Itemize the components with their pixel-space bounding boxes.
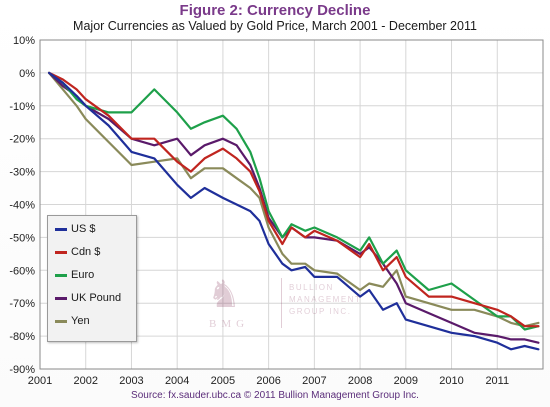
y-tick-label: -80% — [9, 331, 35, 343]
legend-item-cad: Cdn $ — [55, 244, 100, 260]
y-tick-label: -70% — [9, 298, 35, 310]
chart-legend: US $ Cdn $ Euro UK Pound Yen — [47, 215, 137, 342]
griffin-logo-icon: ♞ — [207, 274, 242, 316]
x-tick-label: 2009 — [394, 375, 418, 387]
y-tick-label: -40% — [9, 200, 35, 212]
company-watermark: ♞ BMG BULLION MANAGEMENT GROUP INC. — [205, 272, 380, 334]
legend-swatch-gbp — [55, 296, 67, 300]
x-tick-label: 2002 — [73, 375, 97, 387]
legend-swatch-yen — [55, 319, 67, 323]
x-tick-label: 2005 — [211, 375, 235, 387]
series-line-cad — [47, 71, 540, 328]
series-line-euro — [47, 71, 540, 331]
legend-item-gbp: UK Pound — [55, 290, 121, 306]
series-line-usd — [47, 71, 540, 351]
x-tick-label: 2008 — [348, 375, 372, 387]
x-tick-label: 2011 — [485, 375, 509, 387]
y-tick-label: -10% — [9, 101, 35, 113]
legend-label-cad: Cdn $ — [71, 246, 101, 258]
chart-source: Source: fx.sauder.ubc.ca © 2011 Bullion … — [131, 390, 419, 401]
chart-subtitle: Major Currencies as Valued by Gold Price… — [73, 19, 477, 33]
y-tick-label: -60% — [9, 265, 35, 277]
legend-swatch-cad — [55, 250, 67, 254]
chart-title: Figure 2: Currency Decline — [179, 2, 371, 19]
legend-item-euro: Euro — [55, 267, 94, 283]
x-tick-label: 2010 — [439, 375, 463, 387]
legend-label-usd: US $ — [71, 223, 96, 235]
x-tick-label: 2001 — [28, 375, 52, 387]
y-tick-label: -90% — [9, 364, 35, 376]
x-tick-label: 2007 — [302, 375, 326, 387]
legend-item-yen: Yen — [55, 313, 90, 329]
y-tick-label: 0% — [19, 68, 35, 80]
legend-label-euro: Euro — [71, 269, 95, 281]
x-tick-label: 2004 — [165, 375, 189, 387]
legend-label-gbp: UK Pound — [71, 292, 122, 304]
plot-frame — [39, 39, 544, 370]
watermark-company-text: BULLION MANAGEMENT GROUP INC. — [289, 283, 362, 316]
y-tick-label: -50% — [9, 232, 35, 244]
watermark-bmg-text: BMG — [209, 318, 250, 330]
series-line-yen — [47, 71, 540, 328]
legend-label-yen: Yen — [71, 315, 90, 327]
legend-swatch-euro — [55, 273, 67, 277]
legend-item-usd: US $ — [55, 221, 95, 237]
y-tick-label: 10% — [13, 35, 35, 47]
legend-swatch-usd — [55, 227, 67, 231]
x-tick-label: 2003 — [119, 375, 143, 387]
x-tick-label: 2006 — [256, 375, 280, 387]
watermark-divider — [281, 278, 282, 328]
y-tick-label: -30% — [9, 167, 35, 179]
y-tick-label: -20% — [9, 134, 35, 146]
